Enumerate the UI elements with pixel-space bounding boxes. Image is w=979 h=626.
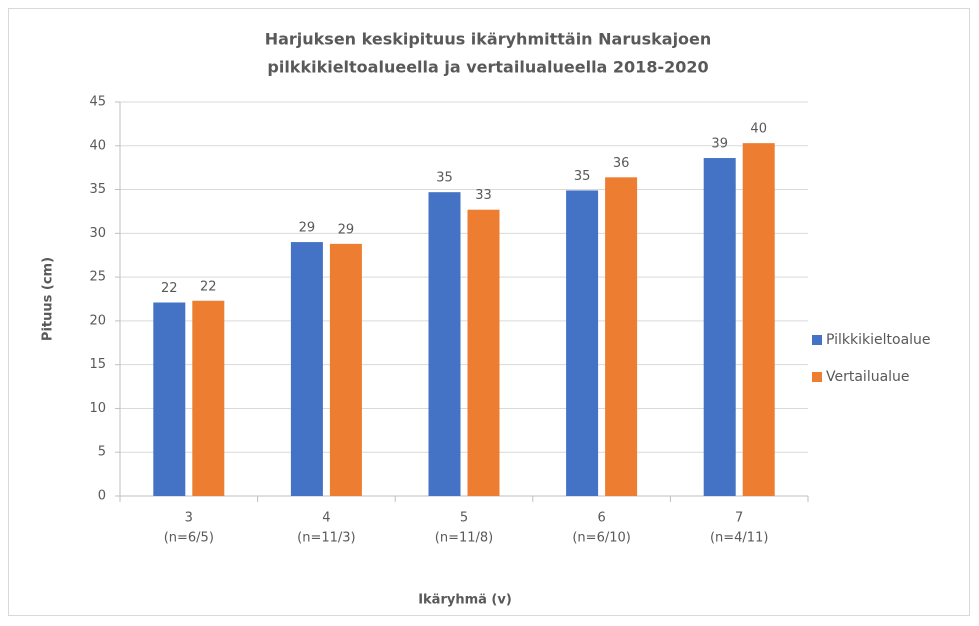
bar: [605, 177, 638, 496]
legend-swatch: [812, 372, 822, 382]
data-label: 35: [436, 171, 453, 186]
bar: [566, 190, 599, 497]
x-tick-label: 7: [735, 511, 743, 526]
bar: [703, 158, 736, 496]
bar: [428, 192, 461, 496]
data-label: 39: [711, 137, 728, 152]
x-tick-label: (n=6/10): [572, 531, 630, 546]
data-label: 36: [613, 156, 630, 171]
data-label: 35: [574, 169, 591, 184]
legend-label: Vertailualue: [826, 369, 910, 385]
bar: [467, 209, 500, 496]
y-tick-label: 30: [89, 226, 106, 241]
x-tick-label: (n=11/8): [435, 531, 493, 546]
chart-title: Harjuksen keskipituus ikäryhmittäin Naru…: [265, 30, 712, 49]
x-tick-label: 5: [460, 511, 468, 526]
data-label: 33: [475, 188, 492, 203]
y-tick-label: 40: [89, 138, 106, 153]
bar: [742, 143, 775, 496]
legend-swatch: [812, 335, 822, 345]
data-label: 22: [161, 281, 178, 296]
data-label: 40: [750, 122, 767, 137]
bar: [153, 302, 186, 496]
y-tick-label: 10: [89, 401, 106, 416]
y-tick-label: 20: [89, 313, 106, 328]
y-tick-label: 0: [98, 489, 106, 504]
y-axis-title: Pituus (cm): [41, 257, 56, 341]
legend-label: Pilkkikieltoalue: [826, 332, 931, 348]
y-tick-label: 35: [89, 182, 106, 197]
x-tick-label: 3: [185, 511, 193, 526]
y-tick-label: 5: [98, 445, 106, 460]
y-tick-label: 25: [89, 270, 106, 285]
x-axis-title: Ikäryhmä (v): [418, 593, 512, 608]
bar: [192, 300, 225, 496]
chart-title: pilkkikieltoalueella ja vertailualueella…: [267, 58, 708, 77]
x-tick-label: (n=4/11): [710, 531, 768, 546]
x-tick-label: (n=11/3): [297, 531, 355, 546]
data-label: 29: [299, 221, 316, 236]
x-tick-label: 4: [322, 511, 330, 526]
x-tick-label: (n=6/5): [164, 531, 214, 546]
bar: [329, 243, 362, 496]
x-tick-label: 6: [597, 511, 605, 526]
bar: [290, 242, 323, 496]
y-tick-label: 45: [89, 95, 106, 110]
y-tick-label: 15: [89, 357, 106, 372]
data-label: 29: [338, 222, 355, 237]
data-label: 22: [200, 279, 217, 294]
